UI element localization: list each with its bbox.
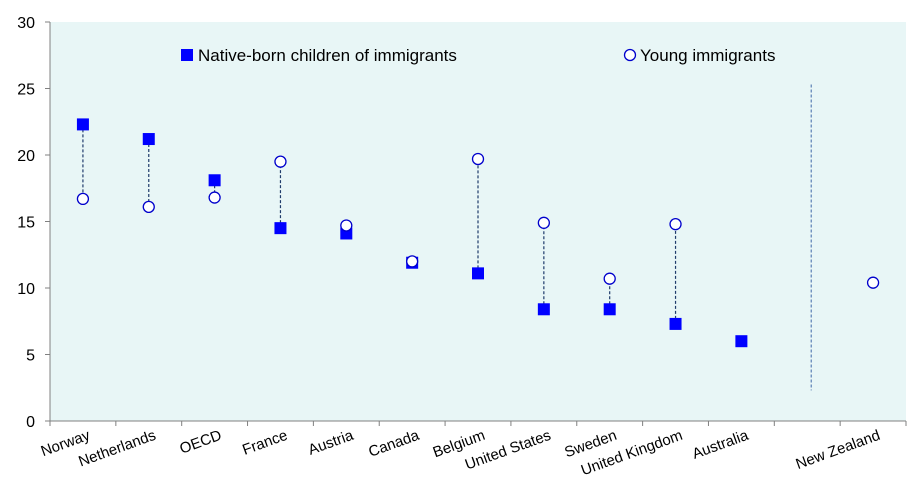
native-born-point — [142, 133, 155, 146]
x-category-label: OECD — [177, 427, 224, 458]
data-marks — [76, 118, 880, 348]
young-immigrants-point — [537, 216, 550, 229]
young-immigrants-point — [142, 200, 155, 214]
legend: Native-born children of immigrants Young… — [181, 46, 775, 65]
x-category-label: Australia — [690, 427, 751, 463]
x-category-label: New Zealand — [794, 427, 883, 473]
legend-label-native-born: Native-born children of immigrants — [198, 46, 457, 65]
legend-marker-young-immigrants — [623, 48, 637, 62]
native-born-point — [208, 174, 221, 187]
young-immigrants-point — [340, 219, 353, 232]
young-immigrants-point — [471, 152, 485, 166]
native-born-point — [76, 118, 89, 131]
y-tick-label: 15 — [17, 215, 35, 232]
young-immigrants-point — [603, 272, 616, 285]
young-immigrants-point — [76, 192, 90, 206]
native-born-point — [537, 303, 550, 316]
young-immigrants-point — [208, 191, 221, 204]
young-immigrants-point — [274, 155, 287, 168]
x-category-label: France — [240, 427, 290, 459]
y-tick-label: 20 — [17, 148, 35, 165]
native-born-point — [274, 222, 287, 235]
young-immigrants-point — [406, 255, 419, 268]
y-tick-label: 0 — [26, 414, 35, 431]
x-category-label: Austria — [306, 427, 356, 459]
native-born-point — [472, 267, 484, 280]
legend-label-young-immigrants: Young immigrants — [640, 46, 775, 65]
y-tick-label: 5 — [26, 348, 35, 365]
native-born-point — [603, 303, 616, 316]
x-category-label: Canada — [366, 427, 422, 461]
young-immigrants-point — [866, 276, 880, 289]
legend-marker-native-born — [181, 49, 193, 61]
y-tick-label: 30 — [17, 15, 35, 32]
y-tick-label: 25 — [17, 82, 35, 99]
native-born-point — [669, 317, 682, 330]
native-born-point — [735, 335, 748, 348]
young-immigrants-point — [669, 218, 682, 231]
axes: 0 5 10 15 20 25 30 — [17, 15, 907, 431]
y-tick-label: 10 — [17, 281, 35, 298]
